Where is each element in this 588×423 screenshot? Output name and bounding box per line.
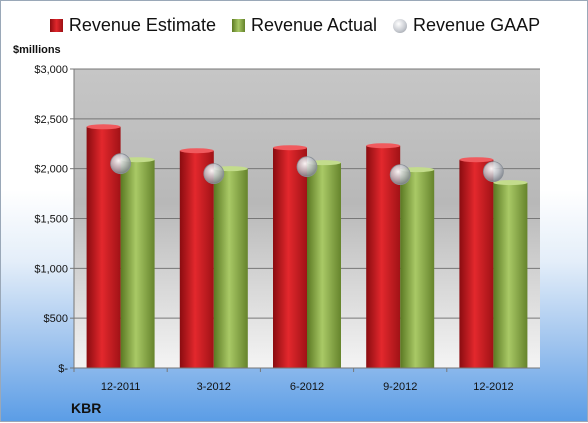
marker-revenue-gaap	[203, 163, 225, 185]
y-tick-label: $500	[44, 313, 68, 325]
bar-top-revenue-estimate	[273, 145, 307, 151]
legend-swatch-estimate	[49, 19, 63, 32]
bar-revenue-estimate	[273, 147, 307, 368]
legend-label-actual: Revenue Actual	[250, 15, 378, 35]
bar-top-revenue-estimate	[459, 157, 494, 163]
bar-top-revenue-estimate	[86, 124, 121, 130]
legend-label-gaap: Revenue GAAP	[413, 15, 541, 35]
legend-item-gaap: Revenue GAAP	[393, 15, 540, 36]
marker-revenue-gaap	[296, 156, 318, 178]
legend: Revenue Estimate Revenue Actual Revenue …	[1, 15, 588, 36]
x-tick-label: 3-2012	[197, 381, 231, 393]
bar-revenue-actual	[307, 162, 341, 368]
marker-revenue-gaap	[110, 153, 131, 175]
bar-top-revenue-actual	[493, 180, 528, 186]
bar-top-revenue-estimate	[366, 143, 401, 149]
legend-swatch-gaap	[393, 18, 408, 33]
bar-revenue-actual	[400, 169, 435, 368]
marker-revenue-gaap	[482, 161, 504, 183]
y-tick-label: $1,000	[34, 263, 68, 275]
y-tick-label: $2,000	[34, 164, 68, 176]
bar-revenue-actual	[493, 182, 528, 368]
bar-revenue-estimate	[459, 159, 494, 368]
legend-item-actual: Revenue Actual	[231, 15, 378, 36]
y-tick-label: $3,000	[34, 64, 68, 76]
legend-label-estimate: Revenue Estimate	[68, 15, 216, 35]
x-tick-label: 9-2012	[383, 381, 417, 393]
bar-top-revenue-estimate	[179, 148, 214, 154]
y-tick-label: $2,500	[34, 114, 68, 126]
bar-revenue-estimate	[179, 150, 214, 368]
gaap-markers-group	[110, 153, 504, 186]
y-tick-label: $-	[58, 363, 68, 375]
company-label: KBR	[71, 400, 102, 416]
bar-revenue-actual	[213, 168, 248, 368]
x-tick-label: 12-2012	[473, 381, 513, 393]
units-label: $millions	[13, 44, 61, 56]
x-tick-label: 6-2012	[290, 381, 324, 393]
y-axis-ticks: $- $500 $1,000 $1,500 $2,000 $2,500 $3,000	[34, 64, 75, 375]
legend-item-estimate: Revenue Estimate	[49, 15, 216, 36]
legend-swatch-actual	[231, 19, 245, 32]
x-axis-ticks: 12-2011 3-2012 6-2012 9-2012 12-2012	[73, 367, 540, 393]
bars-group	[86, 124, 528, 368]
marker-revenue-gaap	[389, 164, 411, 186]
y-tick-label: $1,500	[34, 214, 68, 226]
bar-revenue-actual	[120, 159, 155, 368]
x-tick-label: 12-2011	[101, 381, 141, 393]
